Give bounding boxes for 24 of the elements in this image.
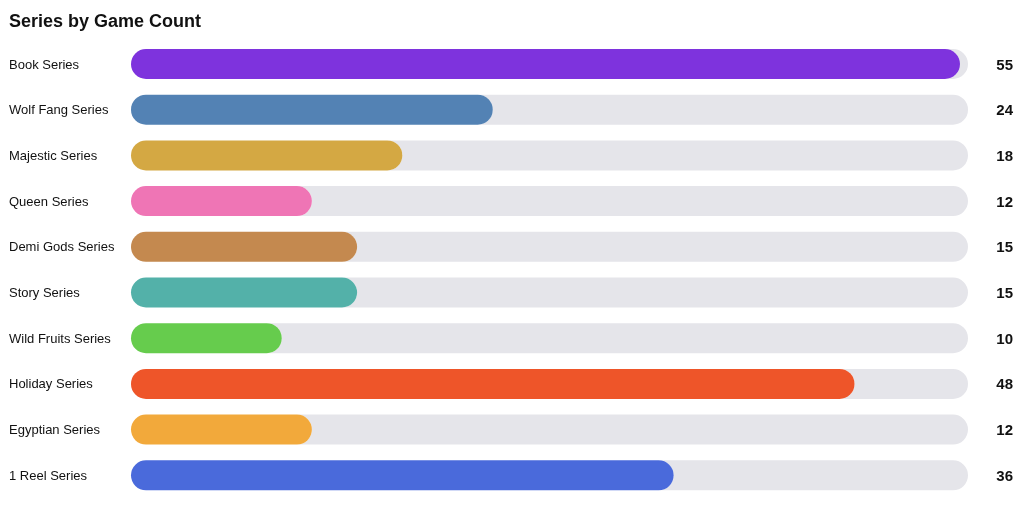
bar (131, 186, 312, 217)
data-label: 12 (996, 421, 1013, 439)
data-label: 15 (996, 284, 1013, 301)
data-label: 36 (996, 466, 1013, 484)
y-tick-label: Wild Fruits Series (9, 330, 112, 346)
y-tick-label: Majestic Series (9, 147, 98, 163)
y-tick-label: Queen Series (9, 193, 89, 209)
data-label: 24 (996, 101, 1014, 119)
data-label: 48 (996, 375, 1013, 393)
data-label: 12 (996, 192, 1013, 210)
y-tick-label: Demi Gods Series (9, 239, 115, 255)
data-label: 10 (996, 329, 1013, 347)
y-tick-label: Holiday Series (9, 376, 94, 392)
chart-title: Series by Game Count (9, 11, 202, 31)
y-tick-label: Book Series (9, 56, 80, 72)
data-label: 55 (996, 55, 1013, 73)
y-tick-label: Story Series (9, 285, 81, 300)
y-tick-label: 1 Reel Series (9, 467, 88, 483)
bar (131, 323, 282, 354)
y-tick-label: Wolf Fang Series (9, 102, 109, 118)
bar (131, 414, 312, 445)
data-label: 15 (996, 238, 1013, 256)
y-tick-label: Egyptian Series (9, 422, 101, 438)
data-label: 18 (996, 146, 1013, 164)
